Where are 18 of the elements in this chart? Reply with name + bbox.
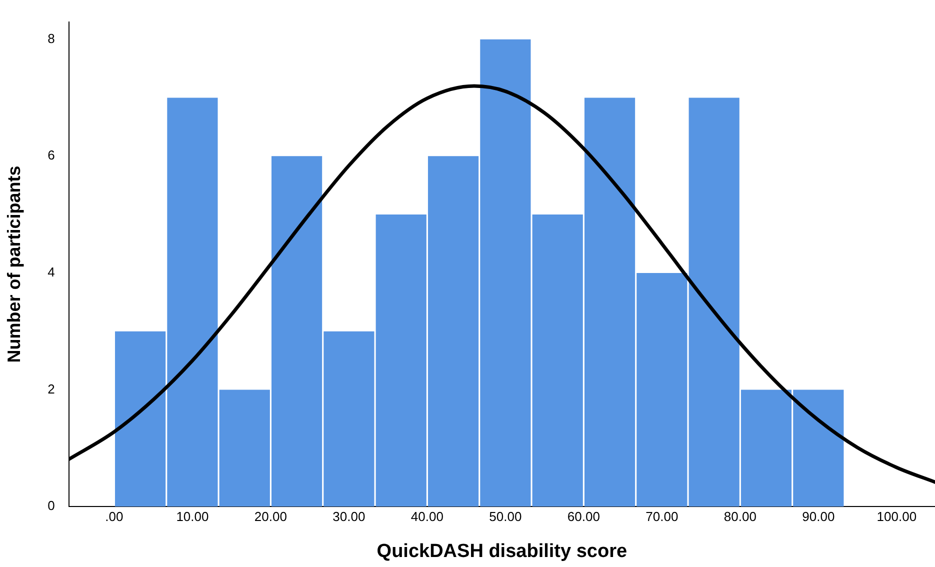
y-tick-label: 8	[48, 30, 55, 46]
x-tick-label: 90.00	[802, 508, 835, 524]
x-tick-label: 80.00	[724, 508, 756, 524]
x-tick-label: 60.00	[567, 508, 600, 524]
y-tick-label: 0	[48, 498, 55, 514]
x-tick-label: 30.00	[332, 508, 366, 524]
y-axis-title: Number of participants	[4, 166, 24, 363]
x-tick-label: 40.00	[410, 508, 444, 524]
x-tick-label: 10.00	[176, 508, 209, 524]
x-tick-label: 100.00	[876, 508, 917, 524]
y-tick-label: 6	[48, 148, 55, 163]
x-tick-label: 50.00	[489, 508, 522, 524]
x-tick-label: 20.00	[254, 508, 287, 524]
y-tick-label: 2	[48, 381, 55, 396]
y-tick-label: 4	[48, 264, 55, 280]
x-tick-label: 70.00	[646, 508, 678, 524]
x-tick-label: .00	[105, 508, 124, 524]
x-axis-title: QuickDASH disability score	[376, 540, 628, 562]
